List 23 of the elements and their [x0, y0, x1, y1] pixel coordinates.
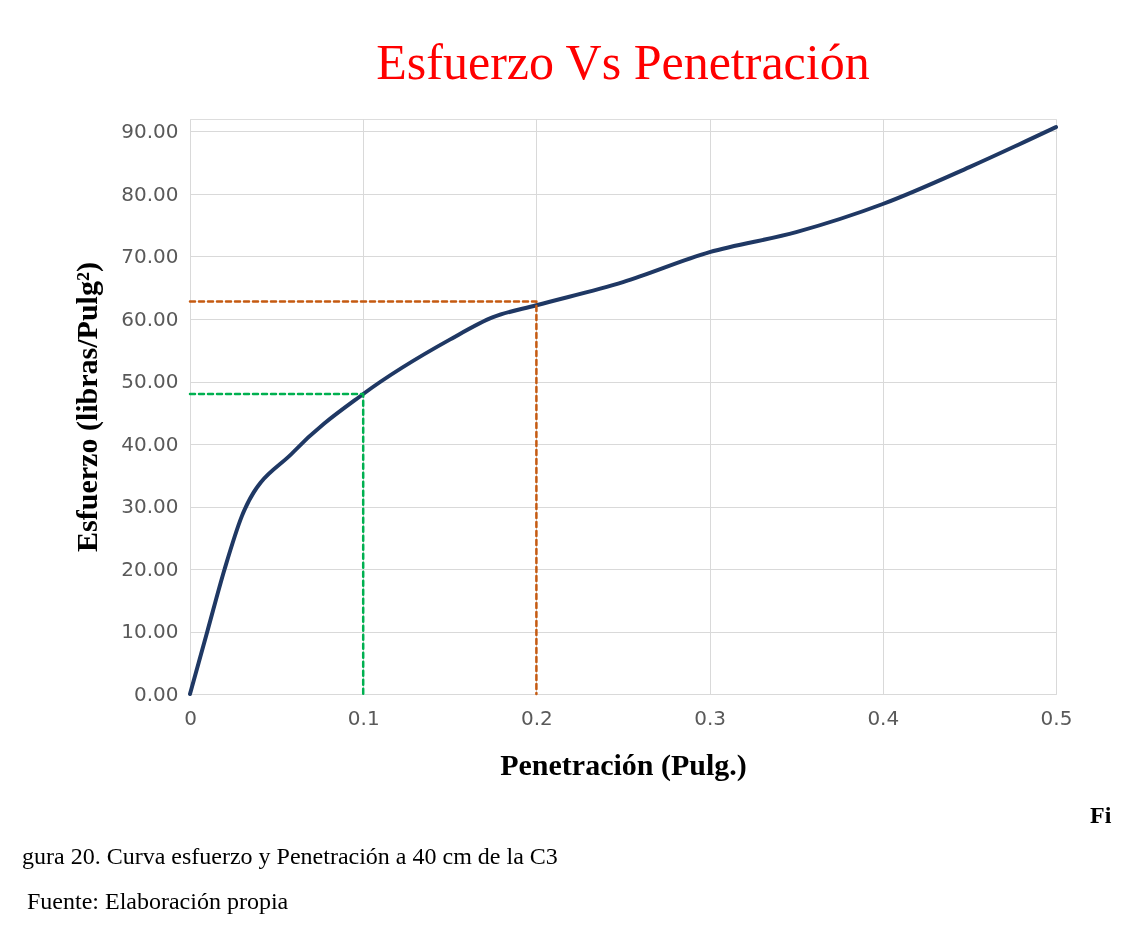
x-tick-label: 0.3: [694, 705, 727, 730]
x-axis-title: Penetración (Pulg.): [500, 747, 747, 782]
y-tick-label: 80.00: [121, 181, 179, 206]
x-tick-label: 0.4: [867, 705, 900, 730]
x-tick-label: 0.2: [520, 705, 553, 730]
y-tick-label: 0.00: [133, 681, 179, 706]
y-tick-label: 90.00: [121, 119, 179, 143]
source-note: Fuente: Elaboración propia: [27, 888, 289, 914]
y-tick-label: 50.00: [121, 369, 179, 393]
y-tick-label: 30.00: [121, 494, 179, 518]
text: Fi: [1090, 802, 1112, 828]
y-tick-label: 10.00: [121, 619, 179, 643]
x-tick-label: 0.1: [347, 705, 380, 730]
text: gura 20. Curva esfuerzo y Penetración a 40 cm de la C3: [22, 843, 558, 869]
y-tick-label: 40.00: [121, 431, 179, 456]
x-tick-label: 0: [184, 705, 197, 730]
y-axis-title: Esfuerzo (libras/Pulg²): [70, 262, 105, 552]
y-tick-label: 60.00: [121, 306, 179, 331]
y-tick-label: 70.00: [121, 244, 179, 268]
x-tick-label: 0.5: [1040, 705, 1073, 730]
y-tick-label: 20.00: [121, 556, 179, 581]
line-series: [188, 125, 1058, 696]
chart-title: Esfuerzo Vs Penetración: [376, 34, 870, 90]
